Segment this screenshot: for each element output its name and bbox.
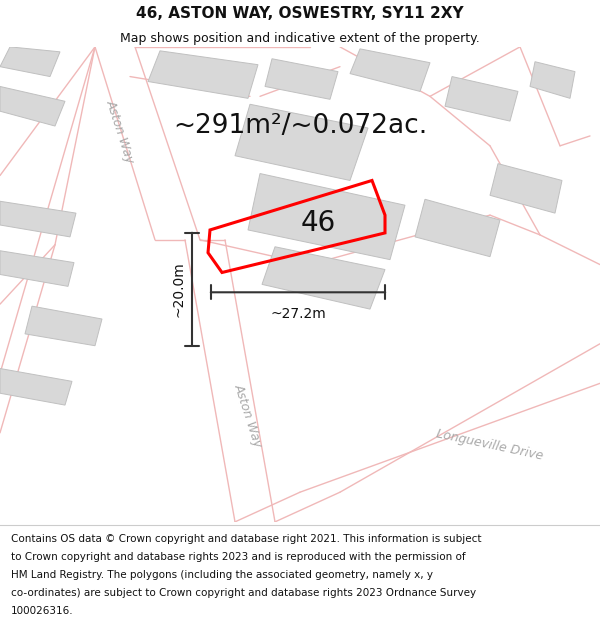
Text: Contains OS data © Crown copyright and database right 2021. This information is : Contains OS data © Crown copyright and d… <box>11 534 481 544</box>
Text: ~20.0m: ~20.0m <box>172 261 186 318</box>
Text: Longueville Drive: Longueville Drive <box>436 427 545 462</box>
Text: 100026316.: 100026316. <box>11 606 73 616</box>
Text: Aston Way: Aston Way <box>232 381 265 449</box>
Polygon shape <box>415 199 500 257</box>
Polygon shape <box>0 86 65 126</box>
Text: to Crown copyright and database rights 2023 and is reproduced with the permissio: to Crown copyright and database rights 2… <box>11 552 466 562</box>
Polygon shape <box>445 76 518 121</box>
Text: Aston Way: Aston Way <box>104 98 136 164</box>
Text: HM Land Registry. The polygons (including the associated geometry, namely x, y: HM Land Registry. The polygons (includin… <box>11 571 433 581</box>
Polygon shape <box>0 369 72 405</box>
Polygon shape <box>0 47 60 76</box>
Polygon shape <box>262 247 385 309</box>
Polygon shape <box>530 62 575 98</box>
Text: 46, ASTON WAY, OSWESTRY, SY11 2XY: 46, ASTON WAY, OSWESTRY, SY11 2XY <box>136 6 464 21</box>
Polygon shape <box>0 251 74 286</box>
Polygon shape <box>0 201 76 237</box>
Text: co-ordinates) are subject to Crown copyright and database rights 2023 Ordnance S: co-ordinates) are subject to Crown copyr… <box>11 588 476 598</box>
Text: Map shows position and indicative extent of the property.: Map shows position and indicative extent… <box>120 32 480 45</box>
Polygon shape <box>350 49 430 91</box>
Polygon shape <box>235 104 368 181</box>
Text: 46: 46 <box>301 209 335 237</box>
Polygon shape <box>248 174 405 259</box>
Polygon shape <box>148 51 258 98</box>
Text: ~291m²/~0.072ac.: ~291m²/~0.072ac. <box>173 113 427 139</box>
Text: ~27.2m: ~27.2m <box>270 307 326 321</box>
Polygon shape <box>490 164 562 213</box>
Polygon shape <box>265 59 338 99</box>
Polygon shape <box>25 306 102 346</box>
